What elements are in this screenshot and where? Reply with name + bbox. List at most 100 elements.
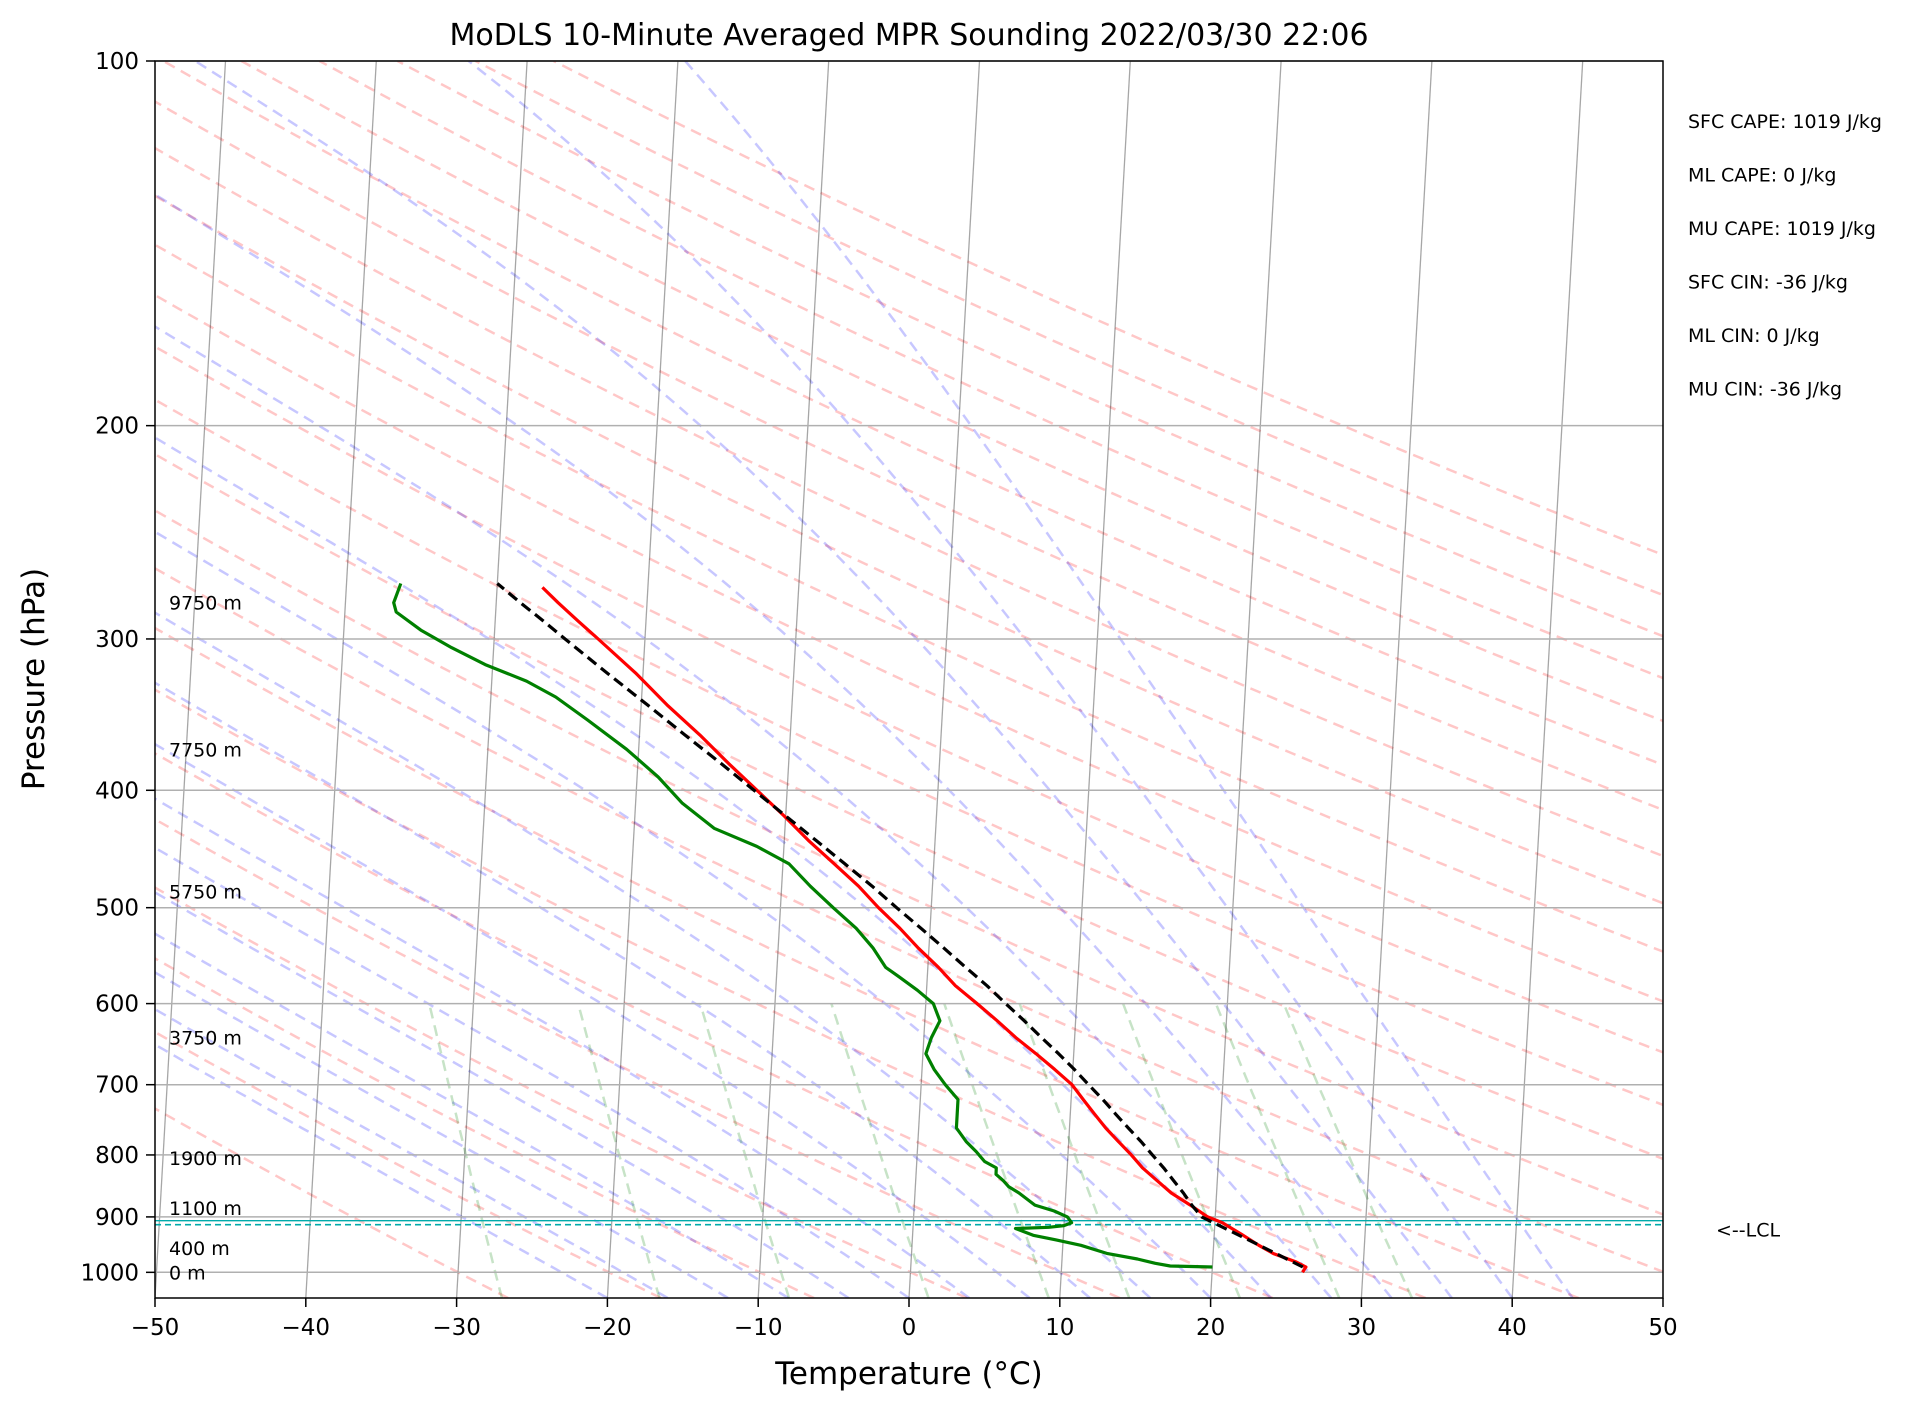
moist-adiabat (155, 325, 1333, 1298)
chart-title: MoDLS 10-Minute Averaged MPR Sounding 20… (449, 18, 1368, 53)
dry-adiabat (155, 817, 1121, 1298)
mixing-ratio-line (830, 1003, 930, 1298)
y-axis-label: Pressure (hPa) (16, 568, 52, 790)
y-tick-label: 500 (95, 896, 139, 922)
isotherm (908, 61, 981, 1298)
dry-adiabat (240, 61, 1663, 723)
isotherm (455, 61, 528, 1298)
dry-adiabat (155, 194, 1663, 905)
height-label: 0 m (169, 1262, 206, 1284)
y-tick-label: 100 (95, 49, 139, 75)
dry-adiabat (155, 345, 1663, 1054)
y-tick-label: 1000 (80, 1260, 139, 1286)
x-tick-label: 50 (1648, 1315, 1677, 1341)
dry-adiabat (475, 61, 1663, 597)
height-label: 1900 m (169, 1148, 242, 1170)
y-tick-label: 700 (95, 1073, 139, 1099)
isotherm (305, 61, 377, 1298)
y-tick-label: 200 (95, 414, 139, 440)
dry-adiabat (155, 452, 1663, 1161)
mixing-ratio-line (427, 1003, 504, 1298)
y-tick-label: 300 (95, 627, 139, 653)
moist-adiabat (155, 681, 1091, 1298)
mixing-ratio-line (576, 1003, 661, 1298)
stability-index: MU CAPE: 1019 J/kg (1688, 218, 1876, 240)
dry-adiabat (155, 956, 815, 1298)
mixing-ratio-line (1018, 1003, 1131, 1298)
moist-adiabat (155, 971, 729, 1298)
dewpoint-profile (392, 582, 1213, 1269)
stability-index: SFC CIN: -36 J/kg (1688, 272, 1848, 294)
isotherm (1360, 61, 1433, 1298)
y-tick-label: 400 (95, 778, 139, 804)
dry-adiabat (155, 688, 1427, 1298)
sounding-profiles (392, 582, 1308, 1274)
dry-adiabat (396, 61, 1663, 638)
stability-index: ML CIN: 0 J/kg (1688, 325, 1820, 347)
moist-adiabat (155, 1007, 669, 1298)
x-tick-label: 40 (1498, 1315, 1527, 1341)
x-tick-label: 10 (1045, 1315, 1074, 1341)
moist-adiabat (194, 61, 1453, 1298)
lcl-marker: <--LCL (155, 1220, 1780, 1242)
dry-adiabat (155, 398, 1663, 1107)
stability-indices: SFC CAPE: 1019 J/kg ML CAPE: 0 J/kg MU CAP… (1688, 111, 1882, 401)
y-axis: 100 200 300 400 500 600 700 800 900 1000 (80, 49, 155, 1286)
isotherm (155, 61, 227, 1298)
mixing-ratio-line (699, 1003, 791, 1298)
x-tick-label: 0 (902, 1315, 917, 1341)
mixing-ratio-line (943, 1003, 1050, 1298)
dry-adiabat (155, 751, 1274, 1298)
x-tick-label: 20 (1196, 1315, 1225, 1341)
moist-adiabat (684, 61, 1574, 1298)
lcl-label: <--LCL (1716, 1220, 1780, 1242)
x-axis-label: Temperature (°C) (774, 1356, 1043, 1392)
height-label: 1100 m (169, 1198, 242, 1220)
x-tick-label: −30 (432, 1315, 481, 1341)
dry-adiabat (155, 243, 1663, 953)
moist-adiabat (155, 891, 850, 1298)
isotherm (757, 61, 830, 1298)
moist-adiabat (467, 61, 1514, 1298)
dry-adiabat (155, 1107, 509, 1298)
dry-adiabat (162, 61, 1663, 767)
stability-index: ML CAPE: 0 J/kg (1688, 165, 1836, 187)
x-tick-label: −50 (131, 1315, 180, 1341)
dry-adiabat (155, 509, 1663, 1216)
x-tick-label: −10 (734, 1315, 783, 1341)
y-tick-label: 600 (95, 992, 139, 1018)
dry-adiabat (155, 293, 1663, 1003)
y-tick-label: 800 (95, 1143, 139, 1169)
height-label: 5750 m (169, 882, 242, 904)
moist-adiabat (155, 742, 1031, 1298)
x-tick-label: −40 (282, 1315, 331, 1341)
height-label: 400 m (169, 1238, 230, 1260)
stability-index: MU CIN: -36 J/kg (1688, 379, 1842, 401)
x-axis: −50 −40 −30 −20 −10 0 10 20 30 40 50 (131, 1298, 1678, 1341)
plot-frame (154, 60, 1664, 1299)
moist-adiabat (155, 193, 1393, 1298)
moist-adiabat (155, 797, 971, 1298)
moist-adiabat (155, 846, 910, 1298)
isotherm (1059, 61, 1131, 1298)
moist-adiabat (155, 530, 1212, 1298)
height-label: 7750 m (169, 739, 242, 761)
mixing-ratio-line (1121, 1003, 1242, 1298)
height-label: 9750 m (169, 593, 242, 615)
x-tick-label: 30 (1347, 1315, 1376, 1341)
isotherm (1662, 1286, 1663, 1298)
mixing-ratio-line (1282, 1003, 1414, 1298)
mixing-ratio-line (1214, 1003, 1341, 1298)
x-tick-label: −20 (583, 1315, 632, 1341)
parcel-profile (496, 582, 1304, 1269)
y-tick-label: 900 (95, 1205, 139, 1231)
stability-index: SFC CAPE: 1019 J/kg (1688, 111, 1882, 133)
height-label: 3750 m (169, 1028, 242, 1050)
dry-adiabat (155, 146, 1663, 858)
reference-lines (155, 61, 1663, 1298)
moist-adiabat (155, 932, 790, 1298)
isotherm (1209, 61, 1282, 1298)
